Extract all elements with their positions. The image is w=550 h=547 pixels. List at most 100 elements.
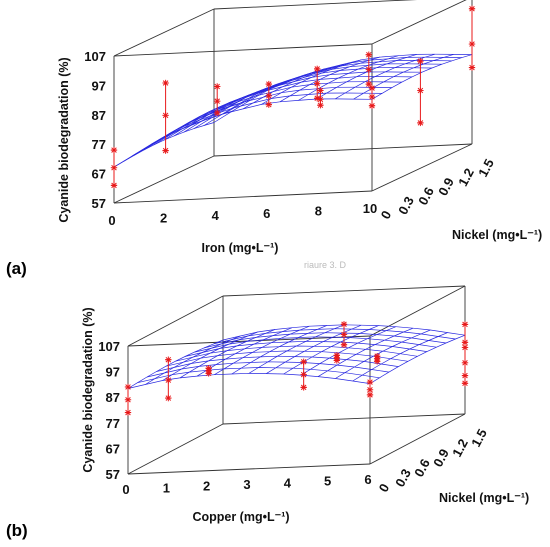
data-point-marker (214, 110, 220, 116)
data-point-marker (366, 51, 372, 58)
z-tick-label: 67 (92, 167, 106, 182)
panel-b-x-axis-title: Copper (mg•L⁻¹) (192, 510, 289, 524)
box-edge (222, 413, 466, 425)
data-point-marker (162, 112, 169, 119)
data-point-marker (374, 355, 380, 362)
data-point-marker (341, 331, 347, 338)
data-point-marker (469, 64, 475, 71)
surface-mesh-line (371, 54, 473, 100)
surface-mesh-line (205, 74, 307, 120)
data-point-marker (462, 321, 468, 328)
data-point-marker (162, 147, 169, 154)
data-point-marker (300, 359, 307, 365)
y-tick-label: 0.9 (435, 175, 457, 198)
data-point-marker (266, 93, 272, 99)
box-edge (127, 463, 371, 475)
box-edge (369, 285, 466, 337)
data-point-marker (317, 102, 324, 108)
surface-mesh-line (127, 339, 224, 389)
data-point-marker (462, 344, 468, 351)
surface-mesh-line (214, 325, 310, 375)
panel-a-z-axis-title: Cyanide biodegradation (%) (57, 57, 71, 222)
data-point-marker (266, 81, 272, 87)
surface-mesh-line (196, 327, 293, 377)
panel-a-y-axis-title: Nickel (mg•L⁻¹) (452, 228, 542, 242)
z-tick-label: 97 (106, 365, 120, 380)
x-tick-label: 1 (163, 480, 170, 495)
box-edge (113, 8, 215, 57)
x-tick-label: 8 (315, 203, 322, 218)
y-tick-label: 1.5 (475, 156, 497, 179)
surface-mesh-line (231, 325, 327, 375)
box-edge (127, 423, 224, 475)
x-tick-label: 0 (122, 482, 129, 497)
data-point-marker (341, 321, 347, 328)
panel-a-surface-plot: (a) Cyanide biodegradation (%) Iron (mg•… (6, 0, 542, 278)
surface-mesh-line (242, 63, 344, 110)
box-edge (213, 0, 418, 10)
y-tick-label: 0.6 (411, 456, 433, 479)
box-edge (113, 190, 373, 204)
x-tick-label: 5 (324, 474, 331, 489)
data-point-marker (111, 164, 117, 171)
surface-mesh-line (165, 350, 409, 367)
panel-b-z-axis-title: Cyanide biodegradation (%) (81, 307, 95, 472)
x-tick-label: 6 (364, 472, 371, 487)
data-point-marker (314, 66, 320, 72)
stray-caption-fragment: riaure 3. D (304, 260, 347, 270)
panel-a-x-axis-title: Iron (mg•L⁻¹) (202, 241, 279, 255)
data-point-marker (417, 87, 424, 94)
surface-mesh-line (300, 326, 397, 376)
data-point-marker (469, 6, 475, 12)
y-tick-label: 0.9 (430, 446, 452, 469)
data-point-marker (165, 356, 172, 363)
z-tick-label: 107 (84, 49, 106, 64)
x-tick-label: 10 (363, 201, 377, 216)
data-point-marker (162, 80, 169, 86)
z-tick-label: 57 (106, 467, 120, 482)
y-tick-label: 1.2 (455, 166, 477, 189)
data-point-marker (317, 96, 324, 103)
z-tick-label: 67 (106, 441, 120, 456)
box-edge (222, 285, 466, 297)
x-tick-label: 2 (203, 479, 210, 494)
data-point-marker (314, 95, 320, 102)
surface-mesh-line (150, 99, 252, 145)
y-tick-label: 0.3 (392, 466, 414, 489)
surface-mesh-line (113, 98, 373, 168)
data-point-marker (125, 384, 131, 390)
data-point-marker (165, 395, 172, 401)
x-tick-label: 4 (212, 208, 220, 223)
data-point-marker (317, 87, 324, 94)
box-edge (371, 143, 473, 192)
data-point-marker (214, 98, 220, 104)
data-point-marker (125, 397, 131, 403)
data-point-marker (369, 102, 375, 109)
surface-mesh-line (179, 329, 276, 379)
data-point-marker (367, 387, 373, 393)
box-edge (113, 155, 215, 204)
data-point-marker (205, 368, 212, 374)
z-tick-label: 77 (92, 137, 106, 152)
x-tick-label: 4 (284, 475, 292, 490)
y-tick-label: 0 (378, 208, 395, 221)
panel-b-y-axis-title: Nickel (mg•L⁻¹) (439, 491, 529, 505)
z-tick-label: 57 (92, 196, 106, 211)
box-edge (371, 0, 467, 45)
surface-mesh-line (156, 355, 399, 372)
z-tick-label: 97 (92, 78, 106, 93)
surface-mesh-line (283, 325, 379, 375)
surface-mesh-line (194, 336, 437, 353)
surface-mesh-line (132, 110, 233, 157)
surface-mesh-line (317, 327, 414, 377)
surface-mesh-line (187, 81, 288, 128)
data-point-marker (367, 379, 373, 385)
data-point-marker (366, 66, 372, 73)
data-point-marker (111, 182, 117, 189)
data-point-marker (417, 120, 424, 126)
surface-mesh-line (162, 331, 258, 381)
data-point-marker (300, 371, 307, 378)
surface-mesh-line (248, 324, 345, 374)
data-point-marker (111, 147, 117, 153)
surface-mesh-line (369, 334, 466, 384)
